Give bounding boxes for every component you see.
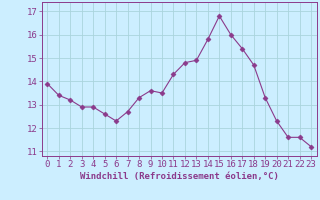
X-axis label: Windchill (Refroidissement éolien,°C): Windchill (Refroidissement éolien,°C)	[80, 172, 279, 181]
